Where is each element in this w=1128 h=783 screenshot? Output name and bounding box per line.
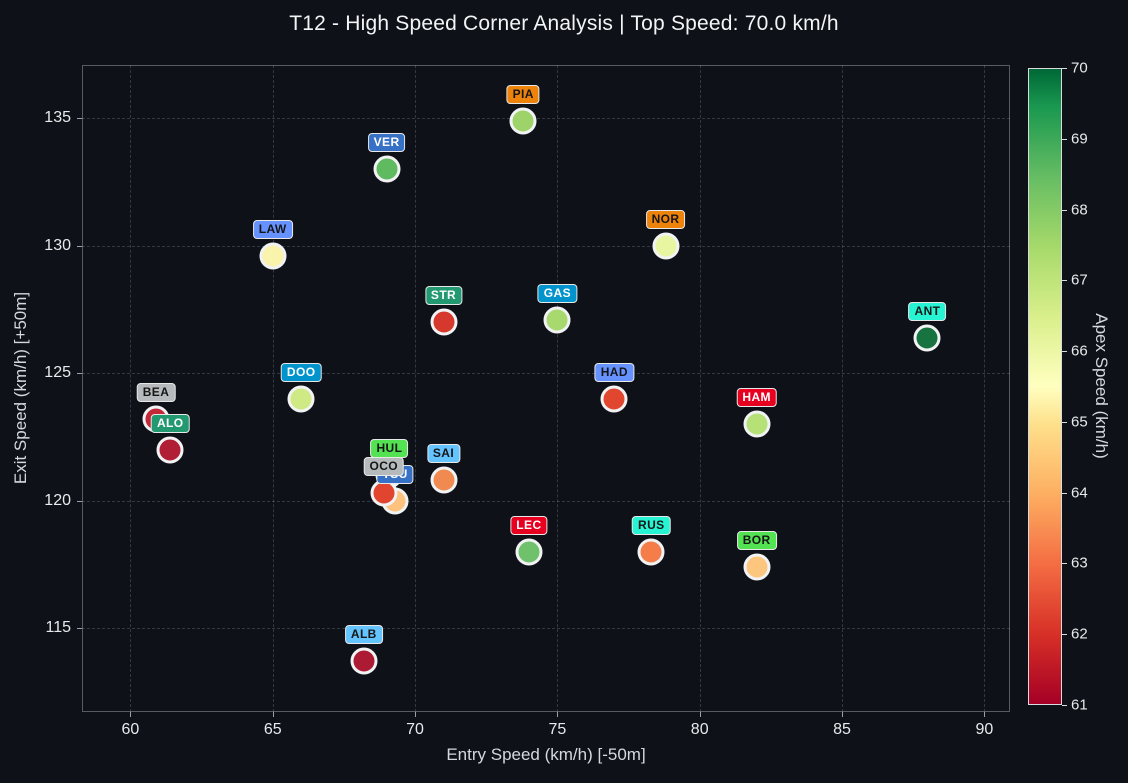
- x-tick-70: [415, 712, 417, 717]
- x-gridline-60: [130, 65, 132, 712]
- colorbar-tick-65: [1062, 421, 1067, 423]
- colorbar-tick-label-70: 70: [1071, 59, 1088, 77]
- y-tick-135: [77, 118, 82, 120]
- driver-label-HAD: HAD: [594, 362, 634, 382]
- y-tick-label-120: 120: [44, 491, 71, 509]
- y-tick-130: [77, 245, 82, 247]
- x-axis-label: Entry Speed (km/h) [-50m]: [446, 745, 646, 764]
- y-gridline-135: [82, 118, 1010, 120]
- data-point-LAW: [259, 242, 287, 270]
- data-point-LEC: [515, 538, 543, 566]
- x-tick-label-75: 75: [548, 721, 567, 738]
- x-tick-label-65: 65: [263, 721, 282, 738]
- colorbar-tick-label-63: 63: [1071, 554, 1088, 572]
- y-axis-label: Exit Speed (km/h) [+50m]: [11, 291, 30, 485]
- colorbar-tick-label-65: 65: [1071, 413, 1088, 431]
- driver-label-BEA: BEA: [136, 383, 176, 403]
- colorbar-tick-67: [1062, 280, 1067, 282]
- y-tick-115: [77, 627, 82, 629]
- colorbar-tick-label-61: 61: [1071, 696, 1088, 714]
- colorbar: [1028, 68, 1062, 705]
- data-point-ALO: [156, 436, 184, 464]
- x-tick-90: [984, 712, 986, 717]
- x-gridline-65: [272, 65, 274, 712]
- y-tick-120: [77, 500, 82, 502]
- data-point-RUS: [637, 538, 665, 566]
- driver-label-LEC: LEC: [510, 515, 548, 535]
- data-point-SAI: [430, 466, 458, 494]
- x-tick-75: [557, 712, 559, 717]
- driver-label-LAW: LAW: [252, 220, 293, 240]
- data-point-ANT: [913, 324, 941, 352]
- colorbar-tick-label-62: 62: [1071, 625, 1088, 643]
- data-point-BOR: [743, 553, 771, 581]
- x-gridline-80: [699, 65, 701, 712]
- colorbar-tick-label-66: 66: [1071, 342, 1088, 360]
- data-point-DOO: [287, 385, 315, 413]
- driver-label-VER: VER: [367, 133, 406, 153]
- driver-label-ALO: ALO: [150, 413, 190, 433]
- y-gridline-130: [82, 245, 1010, 247]
- driver-label-GAS: GAS: [537, 283, 577, 303]
- driver-label-NOR: NOR: [645, 209, 686, 229]
- colorbar-tick-62: [1062, 634, 1067, 636]
- data-point-VER: [373, 155, 401, 183]
- x-tick-label-80: 80: [690, 721, 709, 738]
- colorbar-tick-label-64: 64: [1071, 484, 1088, 502]
- y-tick-label-135: 135: [44, 109, 71, 127]
- x-tick-60: [130, 712, 132, 717]
- x-gridline-85: [842, 65, 844, 712]
- x-tick-label-60: 60: [121, 721, 140, 738]
- data-point-HAD: [600, 385, 628, 413]
- colorbar-tick-68: [1062, 209, 1067, 211]
- y-tick-label-130: 130: [44, 236, 71, 254]
- y-gridline-120: [82, 500, 1010, 502]
- x-tick-label-90: 90: [975, 721, 994, 738]
- colorbar-tick-64: [1062, 492, 1067, 494]
- driver-label-DOO: DOO: [280, 362, 322, 382]
- y-gridline-125: [82, 373, 1010, 375]
- colorbar-tick-label-67: 67: [1071, 271, 1088, 289]
- colorbar-tick-61: [1062, 705, 1067, 706]
- driver-label-RUS: RUS: [632, 515, 671, 535]
- x-gridline-70: [415, 65, 417, 712]
- x-tick-85: [842, 712, 844, 717]
- y-tick-125: [77, 373, 82, 375]
- driver-label-HAM: HAM: [736, 388, 777, 408]
- plot-area: [82, 65, 1010, 712]
- colorbar-label: Apex Speed (km/h): [1092, 313, 1111, 459]
- data-point-GAS: [543, 306, 571, 334]
- colorbar-tick-63: [1062, 563, 1067, 565]
- x-gridline-90: [984, 65, 986, 712]
- driver-label-OCO: OCO: [363, 456, 405, 476]
- driver-label-BOR: BOR: [736, 530, 777, 550]
- x-tick-label-70: 70: [406, 721, 424, 738]
- y-gridline-115: [82, 627, 1010, 629]
- chart-title: T12 - High Speed Corner Analysis | Top S…: [289, 12, 839, 35]
- data-point-ALB: [350, 647, 378, 675]
- x-tick-65: [272, 712, 274, 717]
- driver-label-ALB: ALB: [344, 625, 383, 645]
- x-tick-80: [699, 712, 701, 717]
- x-gridline-75: [557, 65, 559, 712]
- data-point-PIA: [509, 107, 537, 135]
- driver-label-SAI: SAI: [426, 444, 461, 464]
- driver-label-ANT: ANT: [908, 301, 947, 321]
- colorbar-tick-69: [1062, 138, 1067, 140]
- y-tick-label-115: 115: [45, 618, 71, 636]
- colorbar-tick-label-69: 69: [1071, 130, 1088, 148]
- colorbar-tick-70: [1062, 68, 1067, 69]
- colorbar-tick-label-68: 68: [1071, 201, 1088, 219]
- x-tick-label-85: 85: [833, 721, 851, 738]
- data-point-NOR: [652, 232, 680, 260]
- colorbar-tick-66: [1062, 351, 1067, 353]
- y-tick-label-125: 125: [44, 364, 71, 382]
- data-point-HAM: [743, 410, 771, 438]
- driver-label-STR: STR: [424, 286, 463, 306]
- driver-label-HUL: HUL: [370, 439, 409, 459]
- data-point-STR: [430, 308, 458, 336]
- driver-label-PIA: PIA: [506, 85, 540, 105]
